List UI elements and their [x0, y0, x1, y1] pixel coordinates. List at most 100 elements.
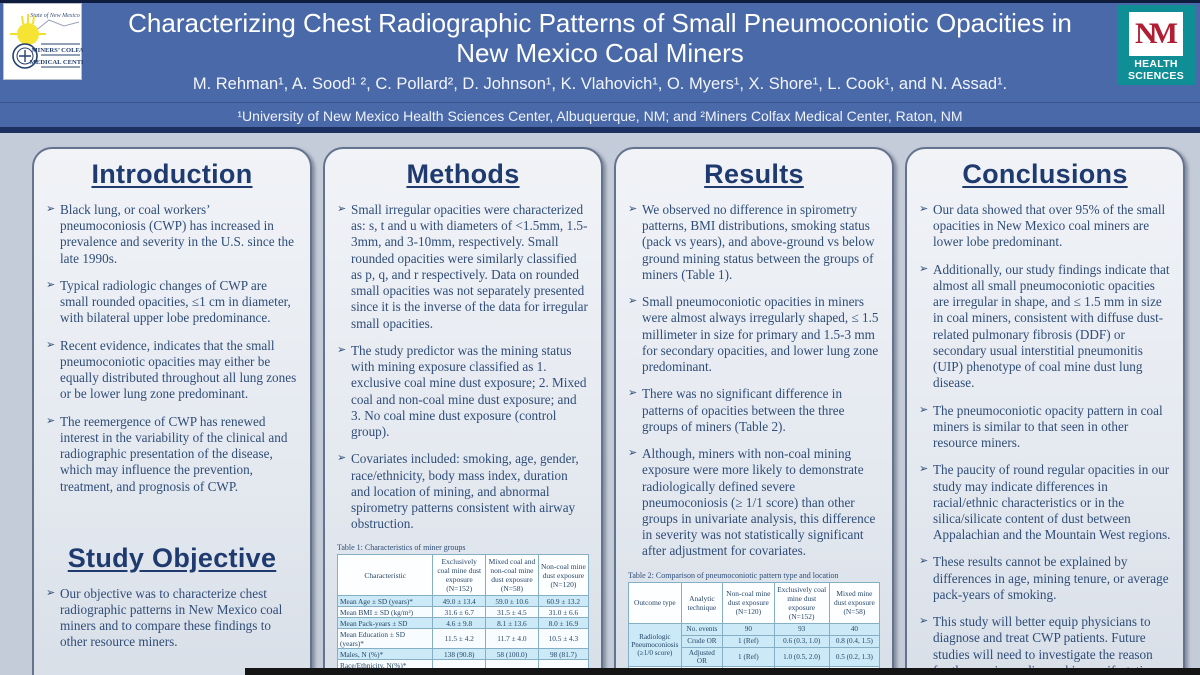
analytic-technique-cell: Crude OR — [680, 634, 724, 648]
column-header: Analytic technique — [680, 581, 724, 624]
author-list: M. Rehman¹, A. Sood¹ ², C. Pollard², D. … — [192, 75, 1008, 94]
methods-heading: Methods — [406, 159, 520, 189]
cell-value: 40 — [828, 622, 881, 636]
column-header: Non-coal mine dust exposure (N=120) — [537, 554, 590, 597]
medical-center-text: MEDICAL CENTER — [30, 59, 83, 66]
table-row: Males, N (%)* 138 (90.8) 58 (100.0) 98 (81.… — [336, 648, 590, 661]
cell-value: 58 (100.0) — [485, 648, 539, 661]
row-label: Mean Education ± SD (years)* — [336, 628, 434, 650]
header-top-border — [0, 0, 1200, 3]
mountain-outline — [33, 19, 80, 33]
analytic-technique-cell: No. events — [680, 622, 724, 636]
arrow-bullet-icon: ➢ — [46, 278, 56, 291]
unm-monogram-box: NM — [1129, 12, 1183, 56]
columns: Introduction ➢ Black lung, or coal worker… — [0, 133, 1200, 675]
bullet-item: ➢ The study predictor was the mining stat… — [337, 343, 589, 440]
bullet-text: Small pneumoconiotic opacities in miners… — [642, 294, 879, 375]
row-label: Mean Age ± SD (years)* — [336, 595, 434, 608]
bullet-item: ➢ Our data showed that over 95% of the sm… — [919, 202, 1171, 251]
cell-value: 10.5 ± 4.3 — [537, 628, 590, 650]
table2-caption: Table 2: Comparison of pneumoconiotic pa… — [628, 570, 839, 580]
cell-value: 8.1 ± 13.6 — [485, 617, 539, 630]
bullet-text: Typical radiologic changes of CWP are sm… — [60, 277, 291, 326]
bullet-text: Recent evidence, indicates that the smal… — [60, 337, 297, 402]
cell-value: 98 (81.7) — [537, 648, 590, 661]
cell-value: 60.9 ± 13.2 — [537, 595, 590, 608]
cell-value: 0.5 (0.2, 1.3) — [828, 646, 881, 667]
cell-value: 90 — [722, 622, 775, 636]
column-header: Exclusively coal mine dust exposure (N=1… — [773, 581, 830, 624]
bullet-item: ➢ The paucity of round regular opacities … — [919, 462, 1171, 543]
arrow-bullet-icon: ➢ — [46, 586, 56, 599]
bottom-edge-bar — [245, 668, 1200, 675]
table-row: Mean Age ± SD (years)* 49.0 ± 13.4 59.0 ± … — [336, 595, 590, 608]
cell-value: 31.0 ± 6.6 — [537, 606, 590, 619]
bullet-text: Black lung, or coal workers’ pneumoconio… — [60, 202, 294, 266]
bullet-item: ➢ Additionally, our study findings indica… — [919, 262, 1171, 392]
bullet-text: We observed no difference in spirometry … — [642, 202, 875, 282]
bullet-text: Covariates included: smoking, age, gende… — [351, 451, 579, 532]
arrow-bullet-icon: ➢ — [46, 203, 56, 215]
bullet-item: ➢ We observed no difference in spirometry… — [628, 202, 880, 283]
header-bottom-border — [0, 127, 1200, 133]
bullet-text: Small irregular opacities were character… — [351, 202, 588, 331]
bullet-item: ➢ Typical radiologic changes of CWP are s… — [46, 278, 298, 327]
conclusions-heading: Conclusions — [962, 159, 1128, 189]
unm-monogram-icon: NM — [1135, 17, 1178, 50]
column-header: Exclusively coal mine dust exposure (N=1… — [432, 554, 487, 597]
bullet-item: ➢ Small irregular opacities were characte… — [337, 202, 589, 332]
bullet-text: The reemergence of CWP has renewed inter… — [60, 413, 288, 494]
bullet-item: ➢ The reemergence of CWP has renewed inte… — [46, 414, 298, 495]
column-header: Mixed mine dust exposure (N=58) — [828, 581, 881, 624]
bullet-text: Additionally, our study findings indicat… — [933, 261, 1170, 391]
cell-value: 1 (Ref) — [722, 634, 775, 648]
table1-caption: Table 1: Characteristics of miner groups — [337, 543, 466, 553]
table-row: Radiologic Pneumoconiosis (≥1/0 score) No… — [628, 622, 881, 667]
column-conclusions: Conclusions ➢ Our data showed that over 9… — [905, 147, 1185, 675]
cell-value: 8.0 ± 16.9 — [537, 617, 590, 630]
arrow-bullet-icon: ➢ — [628, 203, 638, 215]
column-introduction: Introduction ➢ Black lung, or coal worker… — [32, 147, 312, 675]
cell-value: 4.6 ± 9.8 — [432, 617, 487, 630]
health-sciences-label: HEALTH SCIENCES — [1127, 58, 1185, 82]
poster-body: Introduction ➢ Black lung, or coal worker… — [0, 133, 1200, 675]
miners-colfax-text: MINERS’ COLFAX — [31, 47, 83, 54]
bullet-item: ➢ Black lung, or coal workers’ pneumoconi… — [46, 202, 298, 267]
table2-header-row: Outcome type Analytic technique Non-coal m… — [628, 581, 881, 624]
column-header: Non-coal mine dust exposure (N=120) — [722, 581, 775, 624]
column-methods: Methods ➢ Small irregular opacities were … — [323, 147, 603, 675]
arrow-bullet-icon: ➢ — [919, 262, 929, 275]
row-label: Males, N (%)* — [336, 648, 434, 661]
bullet-item: ➢ This study will better equip physicians… — [919, 614, 1171, 675]
bullet-text: These results cannot be explained by dif… — [933, 554, 1169, 602]
column-header: Characteristic — [336, 554, 434, 597]
results-heading: Results — [704, 159, 804, 189]
study-objective-heading: Study Objective — [67, 542, 277, 573]
arrow-bullet-icon: ➢ — [628, 447, 638, 460]
column-header: Outcome type — [628, 581, 682, 624]
methods-bullets: ➢ Small irregular opacities were characte… — [337, 202, 589, 532]
cell-value: 31.5 ± 4.5 — [485, 606, 539, 619]
conclusions-bullets: ➢ Our data showed that over 95% of the sm… — [919, 202, 1171, 675]
miners-colfax-emblem-icon: State of New Mexico MINERS’ COLFAX MEDIC… — [10, 12, 91, 69]
arrow-bullet-icon: ➢ — [628, 387, 638, 400]
affiliation-line: ¹University of New Mexico Health Science… — [237, 108, 963, 125]
poster-header: Characterizing Chest Radiographic Patter… — [0, 0, 1200, 133]
sun-circle — [17, 23, 39, 45]
arrow-bullet-icon: ➢ — [919, 203, 929, 215]
bullet-item: ➢ Recent evidence, indicates that the sma… — [46, 338, 298, 403]
study-objective-bullets: ➢ Our objective was to characterize chest… — [46, 586, 298, 651]
cell-value: 138 (90.8) — [432, 648, 487, 661]
arrow-bullet-icon: ➢ — [337, 203, 347, 215]
arrow-bullet-icon: ➢ — [337, 343, 347, 356]
row-label: Mean BMI ± SD (kg/m²) — [336, 606, 434, 619]
bullet-item: ➢ Covariates included: smoking, age, gend… — [337, 451, 589, 532]
table1: Characteristic Exclusively coal mine dust… — [336, 554, 590, 675]
bullet-text: Our data showed that over 95% of the sma… — [933, 202, 1166, 250]
introduction-bullets: ➢ Black lung, or coal workers’ pneumoconi… — [46, 202, 298, 495]
analytic-technique-cell: Adjusted OR — [680, 646, 724, 667]
bullet-item: ➢ There was no significant difference in … — [628, 386, 880, 435]
miners-colfax-logo: State of New Mexico MINERS’ COLFAX MEDIC… — [3, 3, 91, 80]
introduction-heading: Introduction — [91, 159, 253, 189]
